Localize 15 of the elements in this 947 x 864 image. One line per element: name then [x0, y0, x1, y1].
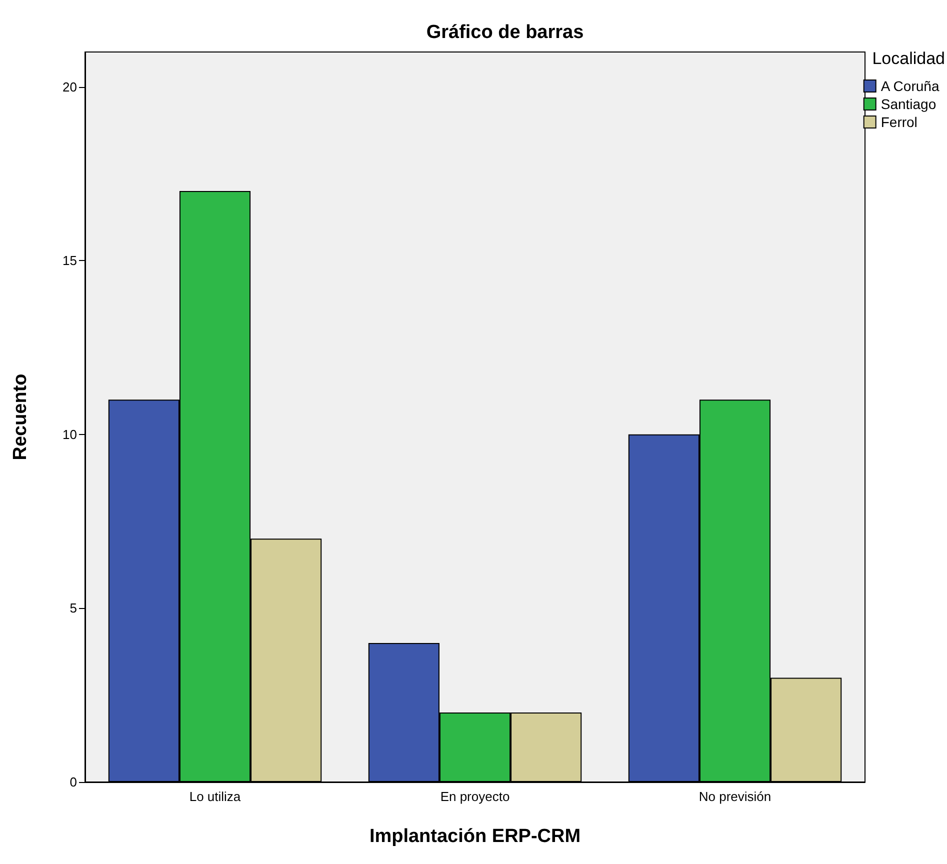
x-tick-label: En proyecto: [440, 789, 510, 804]
y-tick-label: 20: [62, 79, 77, 94]
y-tick-label: 5: [70, 600, 77, 616]
chart-title: Gráfico de barras: [426, 22, 584, 43]
x-axis-title: Implantación ERP-CRM: [369, 826, 581, 847]
x-tick-label: Lo utiliza: [189, 789, 242, 804]
y-tick-label: 0: [70, 774, 77, 790]
legend-label: Santiago: [880, 96, 936, 112]
y-tick-label: 10: [62, 426, 77, 442]
legend-title: Localidad: [872, 49, 945, 68]
x-tick-label: No previsión: [698, 789, 772, 804]
y-axis-title: Recuento: [10, 374, 31, 460]
legend-label: Ferrol: [880, 114, 918, 130]
legend-label: A Coruña: [880, 78, 940, 94]
y-tick-label: 15: [62, 253, 77, 268]
